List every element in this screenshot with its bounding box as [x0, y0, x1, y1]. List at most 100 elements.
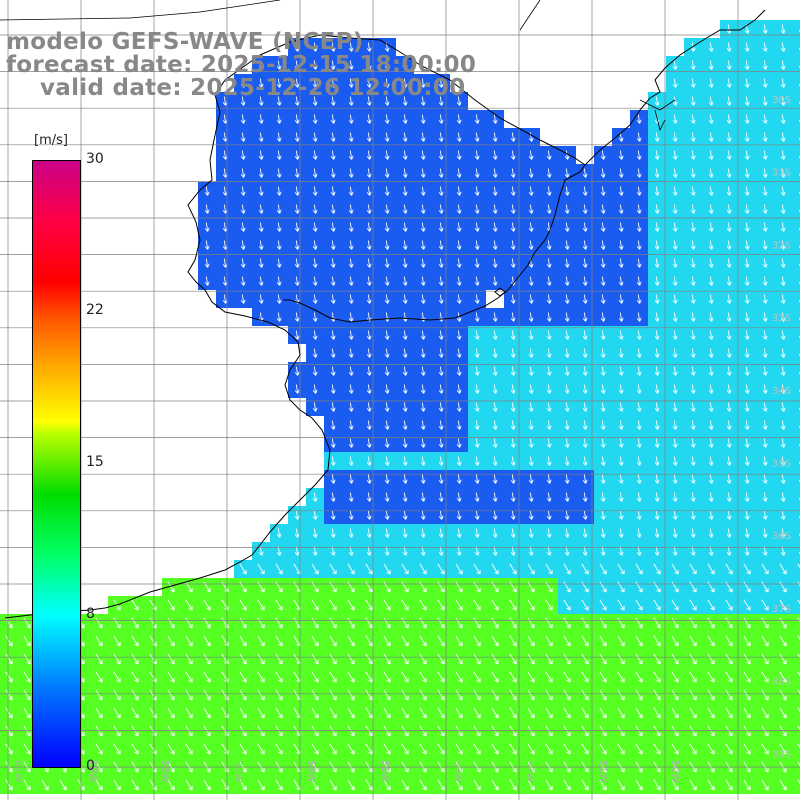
wind-vector-arrow	[473, 689, 481, 701]
wind-vector-arrow	[528, 510, 534, 520]
wind-vector-arrow	[365, 689, 373, 701]
wind-vector-arrow	[690, 492, 696, 502]
wind-vector-arrow	[761, 563, 769, 575]
wind-vector-arrow	[258, 294, 264, 304]
wind-vector-arrow	[420, 222, 426, 232]
wind-vector-arrow	[113, 671, 121, 683]
wind-vector-arrow	[708, 420, 714, 430]
wind-vector-arrow	[528, 438, 534, 448]
wind-vector-arrow	[384, 330, 390, 340]
wind-vector-arrow	[725, 599, 733, 611]
wind-vector-arrow	[402, 294, 408, 304]
wind-vector-arrow	[456, 96, 462, 106]
wind-vector-arrow	[95, 689, 103, 701]
wind-vector-arrow	[546, 258, 552, 268]
wind-vector-arrow	[725, 725, 733, 737]
wind-vector-arrow	[366, 96, 372, 106]
wind-vector-arrow	[348, 402, 354, 412]
wind-vector-arrow	[149, 599, 157, 611]
wind-vector-arrow	[492, 330, 498, 340]
wind-vector-arrow	[402, 366, 408, 376]
wind-vector-arrow	[582, 168, 588, 178]
wind-vector-arrow	[438, 114, 444, 124]
wind-vector-arrow	[420, 330, 426, 340]
wind-vector-arrow	[510, 366, 516, 376]
wind-speed-cell	[792, 326, 800, 344]
wind-vector-arrow	[347, 671, 355, 683]
wind-vector-arrow	[294, 240, 300, 250]
wind-speed-cell	[792, 614, 800, 632]
wind-vector-arrow	[563, 581, 571, 593]
wind-vector-arrow	[131, 725, 139, 737]
wind-vector-arrow	[311, 725, 319, 737]
wind-vector-arrow	[564, 402, 570, 412]
longitude-label: 59W	[87, 760, 98, 783]
wind-speed-cell	[792, 38, 800, 56]
wind-vector-arrow	[546, 384, 552, 394]
wind-vector-arrow	[708, 474, 714, 484]
wind-vector-arrow	[762, 132, 768, 142]
wind-vector-arrow	[726, 330, 732, 340]
wind-vector-arrow	[402, 78, 408, 88]
wind-vector-arrow	[294, 132, 300, 142]
model-title: modelo GEFS-WAVE (NCEP)	[6, 29, 364, 55]
wind-vector-arrow	[797, 581, 800, 587]
wind-speed-cell	[792, 218, 800, 236]
wind-vector-arrow	[474, 420, 480, 430]
wind-vector-arrow	[185, 689, 193, 701]
wind-vector-arrow	[672, 366, 678, 376]
wind-vector-arrow	[330, 258, 336, 268]
longitude-labels: 61W 59W 58W 57W 56W 55W 53W 52W 51W 50W	[12, 760, 680, 783]
wind-speed-cell	[792, 416, 800, 434]
wind-vector-arrow	[617, 599, 625, 611]
wind-vector-arrow	[510, 312, 516, 322]
wind-vector-arrow	[312, 258, 318, 268]
wind-vector-arrow	[600, 204, 606, 214]
wind-vector-arrow	[419, 779, 427, 791]
wind-vector-arrow	[510, 204, 516, 214]
wind-vector-arrow	[348, 312, 354, 322]
wind-vector-arrow	[780, 546, 786, 556]
wind-vector-arrow	[312, 510, 318, 520]
wind-vector-arrow	[347, 779, 355, 791]
wind-vector-arrow	[401, 671, 409, 683]
wind-vector-arrow	[618, 132, 624, 142]
wind-vector-arrow	[456, 456, 462, 466]
wind-vector-arrow	[672, 78, 678, 88]
wind-vector-arrow	[258, 546, 264, 556]
wind-vector-arrow	[420, 276, 426, 286]
wind-vector-arrow	[311, 599, 319, 611]
wind-vector-arrow	[365, 779, 373, 791]
wind-vector-arrow	[402, 150, 408, 160]
wind-vector-arrow	[456, 186, 462, 196]
wind-vector-arrow	[438, 546, 444, 556]
wind-vector-arrow	[563, 707, 571, 719]
wind-vector-arrow	[239, 617, 247, 629]
wind-vector-arrow	[581, 599, 589, 611]
wind-vector-arrow	[617, 743, 625, 755]
latitude-label: 33S	[772, 313, 791, 324]
wind-vector-arrow	[528, 474, 534, 484]
wind-vector-arrow	[23, 617, 31, 629]
wind-vector-arrow	[725, 653, 733, 665]
wind-vector-arrow	[239, 725, 247, 737]
wind-vector-arrow	[402, 330, 408, 340]
wind-vector-arrow	[348, 348, 354, 358]
wind-vector-arrow	[599, 707, 607, 719]
wind-vector-arrow	[455, 599, 463, 611]
wind-vector-arrow	[527, 653, 535, 665]
wind-vector-arrow	[546, 366, 552, 376]
wind-vector-arrow	[600, 384, 606, 394]
wind-vector-arrow	[258, 258, 264, 268]
wind-vector-arrow	[5, 725, 13, 737]
wind-speed-cell	[792, 74, 800, 92]
wind-vector-arrow	[599, 617, 607, 629]
wind-vector-arrow	[690, 528, 696, 538]
wind-vector-arrow	[456, 294, 462, 304]
wind-vector-arrow	[330, 546, 336, 556]
wind-vector-arrow	[312, 186, 318, 196]
wind-vector-arrow	[294, 168, 300, 178]
wind-vector-arrow	[671, 707, 679, 719]
wind-vector-arrow	[654, 420, 660, 430]
wind-vector-arrow	[600, 240, 606, 250]
